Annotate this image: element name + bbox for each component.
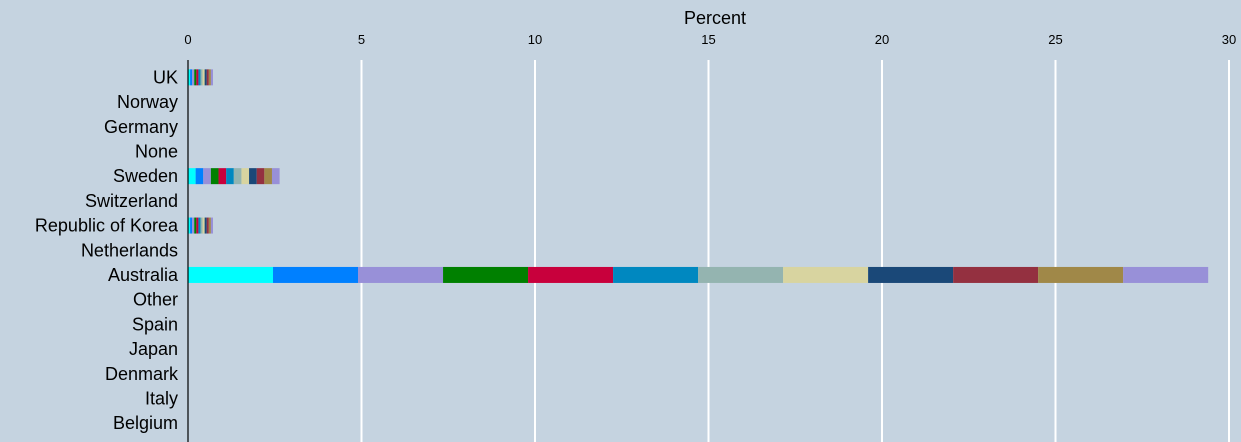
bar-segment [241,168,250,185]
bar-segment [210,168,219,185]
bar-segment [192,217,195,234]
bar-segment [233,168,242,185]
category-label: Belgium [113,413,178,433]
bar-segment [358,266,444,283]
x-axis-title: Percent [684,8,746,28]
bar-segment [198,217,201,234]
category-label: Norway [117,92,178,112]
bar-segment [443,266,529,283]
x-tick-label: 0 [184,32,191,47]
bar-segment [613,266,699,283]
x-tick-label: 10 [528,32,542,47]
bar-segment [196,217,199,234]
category-label: Denmark [105,364,179,384]
bar-segment [1123,266,1209,283]
category-label: UK [153,67,178,87]
bar-segment [202,217,205,234]
bar-segment [783,266,869,283]
bar-segment [198,69,201,86]
bar-segment [256,168,265,185]
bar-segment [953,266,1039,283]
bar-segment [204,217,207,234]
category-label: Netherlands [81,240,178,260]
bar-segment [249,168,257,185]
bar-segment [192,69,195,86]
category-label: Switzerland [85,191,178,211]
bar-segment [868,266,954,283]
x-tick-label: 30 [1222,32,1236,47]
category-label: Other [133,290,178,310]
bar-segment [188,266,274,283]
bar-segment [210,217,213,234]
bar-segment [226,168,234,185]
bar-segment [188,217,191,234]
bar-segment [528,266,614,283]
bar-segment [204,69,207,86]
bar-segment [200,69,203,86]
bar-segment [208,217,211,234]
bar-segment [196,69,199,86]
bar-segment [698,266,784,283]
x-tick-label: 5 [358,32,365,47]
x-tick-label: 15 [701,32,715,47]
bar-segment [206,217,209,234]
x-tick-label: 25 [1048,32,1062,47]
x-tick-label: 20 [875,32,889,47]
bar-segment [195,168,204,185]
bar-segment [210,69,213,86]
bar-segment [200,217,203,234]
bar-segment [206,69,209,86]
bar-segment [190,69,193,86]
category-labels: UK Norway Germany None Sweden Switzerland Repu… [35,67,179,433]
bar-segment [190,217,193,234]
bar-segment [194,217,197,234]
bar-segment [188,69,191,86]
bar-segment [202,69,205,86]
bar-segment [194,69,197,86]
category-label: Germany [104,117,178,137]
gridlines [360,60,1230,442]
bar-segment [218,168,227,185]
bar-segment [188,168,196,185]
bar-segment [203,168,211,185]
category-label: Italy [145,388,178,408]
category-label: Spain [132,314,178,334]
category-label: Republic of Korea [35,216,179,236]
bar-segment [273,266,359,283]
category-label: None [135,141,178,161]
bar-segments [188,69,1209,283]
category-label: Sweden [113,166,178,186]
category-label: Australia [108,265,179,285]
x-tick-labels: 0 5 10 15 20 25 30 [184,32,1236,47]
category-label: Japan [129,339,178,359]
bar-segment [1038,266,1124,283]
bar-segment [264,168,272,185]
bar-segment [271,168,280,185]
bar-segment [208,69,211,86]
